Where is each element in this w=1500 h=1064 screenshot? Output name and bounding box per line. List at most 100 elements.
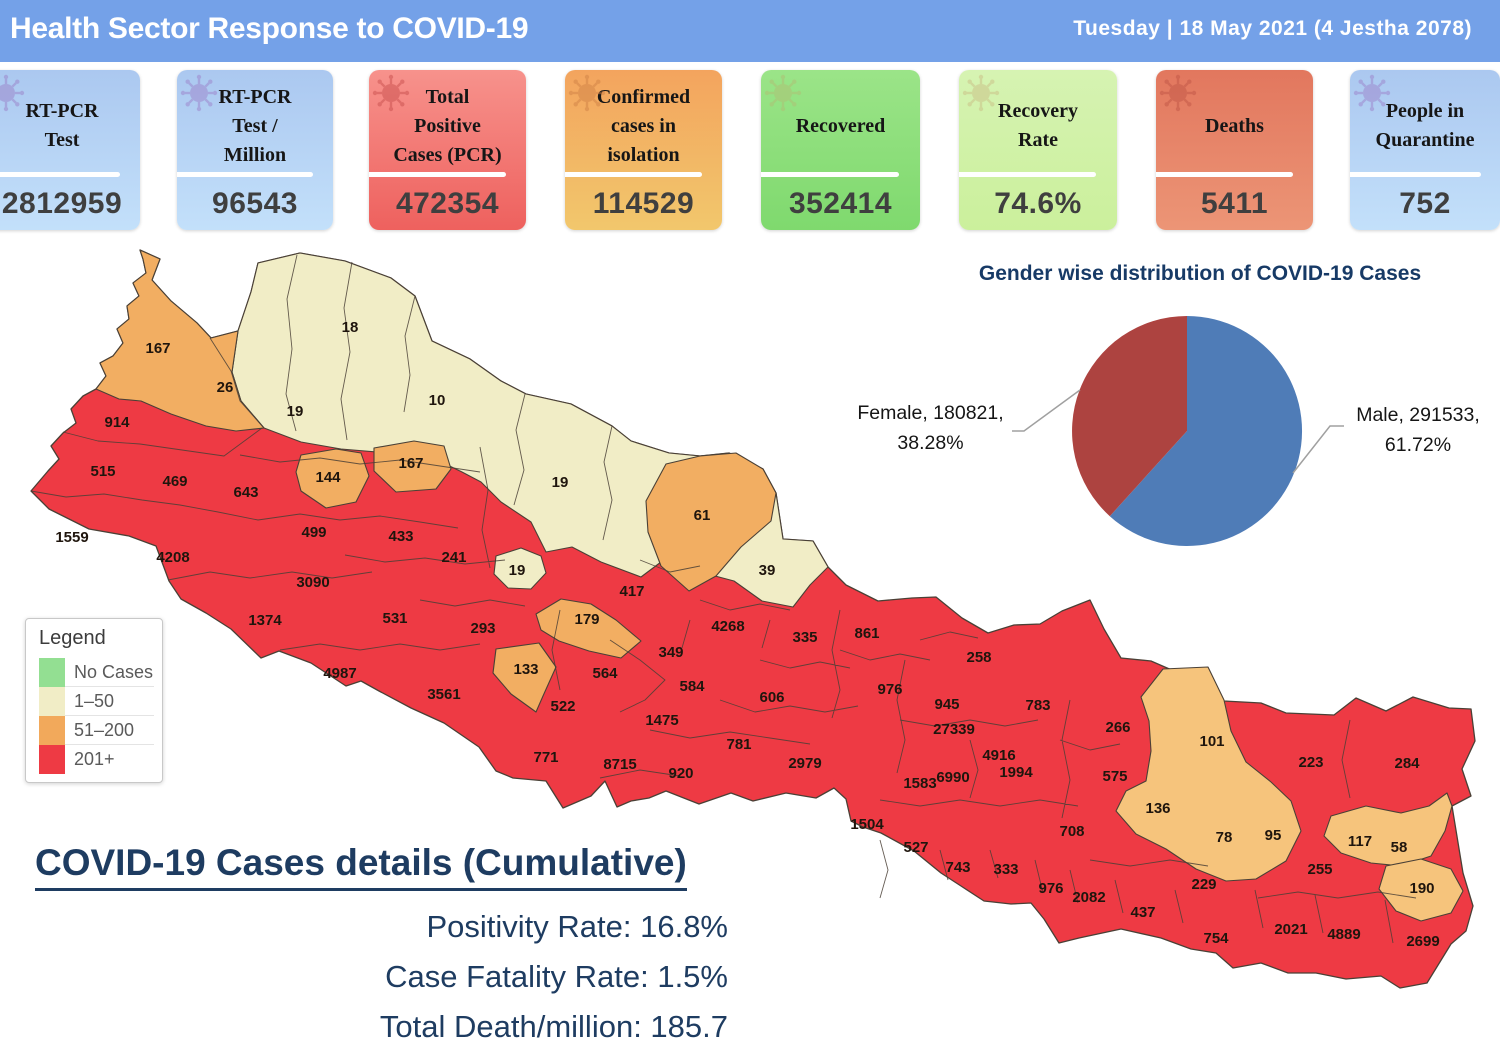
district-case-label: 144 — [315, 469, 341, 486]
stat-card-divider — [369, 172, 506, 177]
district-case-label: 584 — [679, 678, 705, 695]
district-case-label: 417 — [619, 583, 644, 600]
district-case-label: 95 — [1265, 827, 1282, 844]
district-case-label: 133 — [513, 661, 538, 678]
female-leader-line — [1012, 389, 1081, 432]
legend-label: 51–200 — [65, 716, 154, 745]
district-case-label: 3090 — [296, 574, 329, 591]
legend-item-1: 1–50 — [39, 687, 154, 716]
district-case-label: 643 — [233, 484, 258, 501]
district-case-label: 469 — [162, 473, 187, 490]
pie-slice-male — [1109, 315, 1303, 546]
stat-card-1: RT-PCR Test / Million 96543 — [177, 70, 333, 230]
district-case-label: 258 — [966, 649, 991, 666]
stat-card-label: RT-PCR Test — [25, 100, 99, 151]
district-case-label: 499 — [301, 524, 326, 541]
district-case-label: 8715 — [603, 756, 636, 773]
stat-card-divider — [565, 172, 702, 177]
district-case-label: 293 — [470, 620, 495, 637]
stat-card-label: RT-PCR Test / Million — [218, 85, 292, 166]
gender-pie-chart — [1072, 315, 1303, 546]
district-case-label: 861 — [854, 625, 879, 642]
district-case-label: 27339 — [933, 721, 975, 738]
stat-card-label: Recovered — [795, 114, 886, 137]
district-borders — [30, 254, 1417, 944]
district-case-label: 433 — [388, 528, 413, 545]
district-case-label: 229 — [1191, 876, 1216, 893]
district-case-label: 58 — [1391, 839, 1408, 856]
district-case-label: 61 — [694, 507, 711, 524]
virus-icon — [763, 73, 803, 113]
district-case-label: 18 — [342, 319, 359, 336]
stat-card-label: People in Quarantine — [1375, 100, 1475, 151]
legend-item-2: 51–200 — [39, 716, 154, 745]
district-case-label: 2021 — [1274, 921, 1307, 938]
district-case-label: 167 — [145, 340, 170, 357]
district-case-label: 2979 — [788, 755, 821, 772]
district-case-label: 2699 — [1406, 933, 1439, 950]
district-case-label: 241 — [441, 549, 466, 566]
details-heading: COVID-19 Cases details (Cumulative) — [35, 842, 687, 891]
district-case-label: 19 — [287, 403, 304, 420]
district-case-label: 4208 — [156, 549, 189, 566]
pie-leader-lines — [1012, 389, 1344, 474]
stat-card-3: Confirmed cases in isolation 114529 — [565, 70, 722, 230]
district-case-label: 3561 — [427, 686, 460, 703]
district-case-label: 335 — [792, 629, 817, 646]
district-case-label: 976 — [877, 681, 902, 698]
district-case-label: 783 — [1025, 697, 1050, 714]
virus-icon — [1158, 73, 1198, 113]
stat-card-value: 472354 — [395, 186, 500, 220]
stat-card-divider — [761, 172, 900, 177]
stat-card-divider — [1350, 172, 1481, 177]
district-case-label: 136 — [1145, 800, 1170, 817]
district-case-label: 333 — [993, 861, 1018, 878]
stat-card-value: 2812959 — [1, 186, 123, 220]
legend-label: 1–50 — [65, 687, 154, 716]
details-lines: Positivity Rate: 16.8% Case Fatality Rate… — [30, 902, 728, 1052]
district-case-label: 19 — [509, 562, 526, 579]
district-case-label: 771 — [533, 749, 558, 766]
pie-chart-title: Gender wise distribution of COVID-19 Cas… — [978, 262, 1422, 285]
district-case-label: 575 — [1102, 768, 1127, 785]
map-sand-regions — [1115, 666, 1464, 922]
district-case-label: 223 — [1298, 754, 1323, 771]
stat-card-divider — [177, 172, 313, 177]
district-case-label: 1504 — [850, 816, 884, 833]
district-case-label: 6990 — [936, 769, 969, 786]
header-date: Tuesday | 18 May 2021 (4 Jestha 2078) — [1073, 17, 1472, 40]
virus-icon — [567, 73, 607, 113]
detail-line-0: Positivity Rate: 16.8% — [426, 909, 728, 944]
district-case-label: 266 — [1105, 719, 1130, 736]
district-case-label: 349 — [658, 644, 683, 661]
header-bar: Health Sector Response to COVID-19 Tuesd… — [0, 0, 1500, 62]
pie-slice-female — [1072, 316, 1187, 517]
stat-card-label: Deaths — [1205, 114, 1264, 137]
virus-icon — [1352, 73, 1392, 113]
district-case-label: 19 — [552, 474, 569, 491]
legend-swatch — [39, 658, 65, 687]
district-case-label: 4268 — [711, 618, 744, 635]
stat-card-value: 74.6% — [994, 186, 1082, 220]
district-case-label: 515 — [90, 463, 115, 480]
legend-item-0: No Cases — [39, 658, 154, 687]
district-case-label: 945 — [934, 696, 959, 713]
district-case-label: 920 — [668, 765, 693, 782]
stat-card-value: 96543 — [212, 186, 298, 220]
district-case-label: 4889 — [1327, 926, 1360, 943]
stat-card-value: 752 — [1399, 186, 1451, 220]
district-case-label: 527 — [903, 839, 928, 856]
stat-card-value: 114529 — [592, 186, 695, 220]
virus-icon — [371, 73, 411, 113]
stat-card-label: Confirmed cases in isolation — [596, 85, 691, 166]
district-case-label: 914 — [104, 414, 130, 431]
stat-card-2: Total Positive Cases (PCR) 472354 — [369, 70, 526, 230]
virus-icon — [179, 73, 219, 113]
legend-item-3: 201+ — [39, 745, 154, 774]
district-case-label: 117 — [1348, 833, 1372, 850]
virus-icon — [961, 73, 1001, 113]
district-case-label: 564 — [592, 665, 618, 682]
district-case-label: 167 — [398, 455, 423, 472]
district-case-label: 4916 — [982, 747, 1015, 764]
legend-title: Legend — [39, 627, 106, 649]
